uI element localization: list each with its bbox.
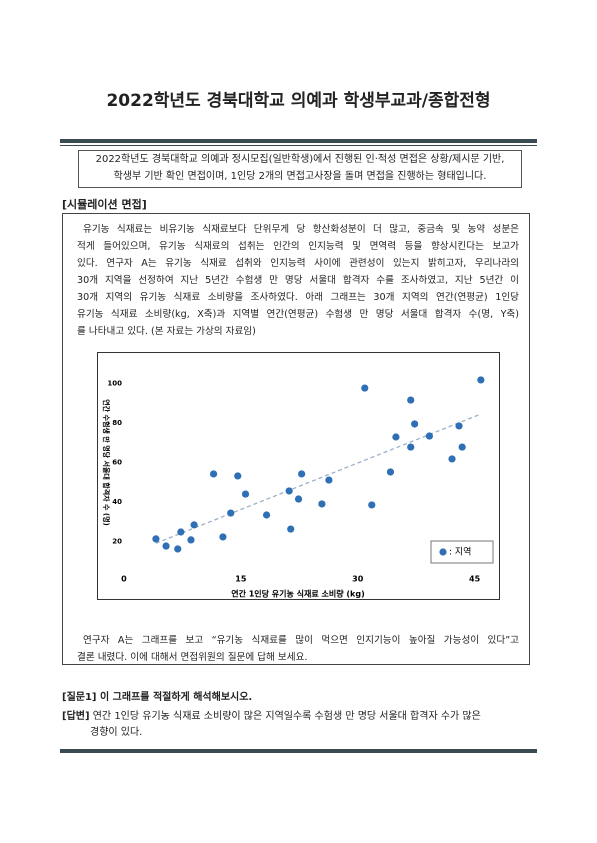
point xyxy=(152,535,160,543)
answer-line: 연간 1인당 유기농 식재료 소비량이 많은 지역일수록 수험생 만 명당 서울… xyxy=(92,711,481,722)
legend-box xyxy=(430,540,494,564)
rule xyxy=(60,145,537,146)
point xyxy=(285,487,293,495)
trend-line xyxy=(155,413,482,544)
question-text: 이 그래프를 적절하게 해석해보시오. xyxy=(99,692,253,703)
passage-line: 있다. 연구자 A는 유기농 식재료 섭취와 인지능력 사이에 관련성이 있는지… xyxy=(77,258,519,269)
point xyxy=(177,528,185,536)
y-axis-title: 연간 수험생 만 명당 서울대 합격자 수 (명) xyxy=(102,399,111,526)
point xyxy=(227,509,235,517)
x-tick-label: 45 xyxy=(469,575,481,584)
point xyxy=(361,384,369,392)
point xyxy=(458,443,466,451)
x-axis-title: 연간 1인당 유기농 식재료 소비량 (kg) xyxy=(231,589,365,599)
passage-line: 를 나타내고 있다. (본 자료는 가상의 자료임) xyxy=(77,326,256,337)
point xyxy=(219,533,227,541)
point xyxy=(407,443,415,451)
legend-marker xyxy=(439,548,447,556)
point xyxy=(209,470,218,478)
passage-line: 유기농 식재료 소비량(kg, X축)과 지역별 연간(연평균) 수험생 만 명… xyxy=(77,309,519,320)
rule xyxy=(60,139,537,143)
point xyxy=(190,521,198,529)
chart: 0 15 30 45 20 40 60 80 100 연간 1인당 유기농 식재료 소비량 (kg… xyxy=(102,376,494,599)
answer-line: 경향이 있다. xyxy=(90,727,143,738)
intro-line: 2022학년도 경북대학교 의예과 정시모집(일반학생)에서 진행된 인·적성 … xyxy=(95,154,505,165)
point xyxy=(411,420,419,428)
intro-line: 학생부 기반 확인 면접이며, 1인당 2개의 면접고사장을 돌며 면접을 진행… xyxy=(113,171,487,182)
point xyxy=(287,525,295,533)
x-tick-label: 30 xyxy=(352,575,364,584)
point xyxy=(455,422,463,430)
passage-line: 30개 지역을 선정하여 지난 5년간 수험생 만 명당 서울대 합격자 수를 … xyxy=(77,275,519,286)
title: 2022학년도 경북대학교 의예과 학생부교과/종합전형 xyxy=(106,91,491,111)
point xyxy=(386,468,395,476)
passage-line: 유기농 식재료는 비유기농 식재료보다 단위무게 당 항산화성분이 더 많고, … xyxy=(83,224,519,235)
point xyxy=(392,433,400,441)
conclusion-line: 결론 내렸다. 이에 대해서 면접위원의 질문에 답해 보세요. xyxy=(77,652,308,663)
x-tick-label: 0 xyxy=(121,575,127,584)
point xyxy=(425,432,434,440)
y-tick-label: 80 xyxy=(112,419,122,427)
y-tick-label: 40 xyxy=(112,498,122,506)
chart-frame: 0 15 30 45 20 40 60 80 100 연간 1인당 유기농 식재료 소비량 (kg… xyxy=(97,352,500,600)
y-tick-label: 60 xyxy=(112,458,122,466)
legend-label: : 지역 xyxy=(449,547,471,558)
intro-box: 2022학년도 경북대학교 의예과 정시모집(일반학생)에서 진행된 인·적성 … xyxy=(78,150,522,188)
conclusion-line: 연구자 A는 그래프를 보고 “유기농 식재료를 많이 먹으면 인지기능이 높아… xyxy=(83,635,519,646)
point xyxy=(298,470,306,478)
point xyxy=(407,396,415,404)
point xyxy=(234,472,242,480)
point xyxy=(162,542,170,550)
answer-label: [답변] xyxy=(62,711,90,722)
answer: [답변] 연간 1인당 유기농 식재료 소비량이 많은 지역일수록 수험생 만 … xyxy=(62,707,481,722)
question-label: [질문1] xyxy=(62,692,97,703)
point xyxy=(262,511,271,519)
passage-box: 유기농 식재료는 비유기농 식재료보다 단위무게 당 항산화성분이 더 많고, … xyxy=(62,213,530,665)
passage-line: 30개 지역의 유기농 식재료 소비량을 조사하였다. 아래 그래프는 30개 … xyxy=(77,292,519,303)
point xyxy=(318,500,326,508)
rule xyxy=(60,749,537,753)
point xyxy=(325,476,333,484)
y-tick-label: 20 xyxy=(112,537,122,545)
y-tick-label: 100 xyxy=(107,379,122,387)
passage-line: 적게 들어있으며, 유기농 식재료의 섭취는 인간의 인지능력 및 면역력 등을… xyxy=(77,241,519,252)
point xyxy=(174,545,182,553)
point xyxy=(294,495,303,503)
point xyxy=(187,536,195,544)
point xyxy=(368,501,376,509)
x-tick-label: 15 xyxy=(235,575,247,584)
point xyxy=(477,376,485,384)
point xyxy=(448,455,456,463)
section-label: [시뮬레이션 면접] xyxy=(62,198,147,211)
point xyxy=(241,490,250,498)
question: [질문1] 이 그래프를 적절하게 해석해보시오. xyxy=(62,688,252,703)
